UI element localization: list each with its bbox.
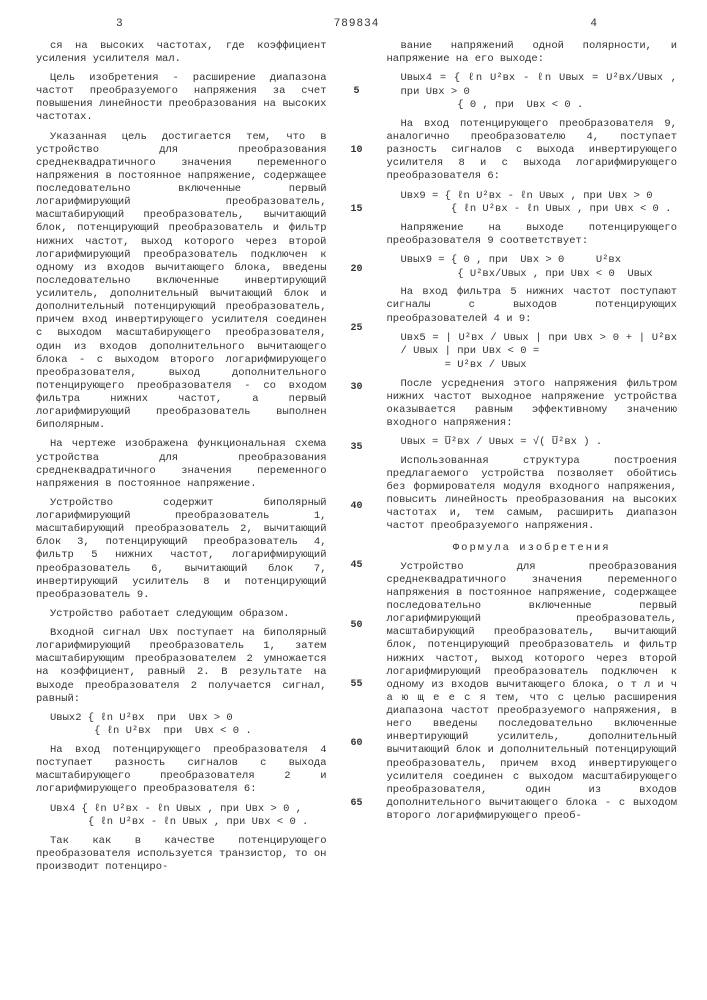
section-heading-formula: Формула изобретения bbox=[387, 542, 678, 555]
para: На вход фильтра 5 нижних частот поступаю… bbox=[387, 286, 678, 325]
line-number: 45 bbox=[350, 560, 362, 573]
column-left: ся на высоких частотах, где коэффициент … bbox=[36, 40, 327, 880]
para: На вход потенцирующего преобразователя 9… bbox=[387, 118, 678, 184]
para: Входной сигнал Uвх поступает на биполярн… bbox=[36, 627, 327, 706]
line-number: 35 bbox=[350, 442, 362, 455]
line-number: 60 bbox=[350, 738, 362, 751]
line-number: 25 bbox=[350, 323, 362, 336]
line-number: 30 bbox=[350, 382, 362, 395]
para: На чертеже изображена функциональная схе… bbox=[36, 438, 327, 491]
line-number: 15 bbox=[350, 204, 362, 217]
para: Устройство содержит биполярный логарифми… bbox=[36, 497, 327, 602]
equation: Uвых4 = { ℓn U²вх - ℓn Uвых = U²вх/Uвых … bbox=[401, 72, 678, 113]
equation: Uвх4 { ℓn U²вх - ℓn Uвых , при Uвх > 0 ,… bbox=[50, 803, 327, 830]
equation: Uвх5 = | U²вх / Uвых | при Uвх > 0 + | U… bbox=[401, 332, 678, 373]
line-number: 55 bbox=[350, 679, 362, 692]
equation: Uвых2 { ℓn U²вх при Uвх > 0 { ℓn U²вх пр… bbox=[50, 712, 327, 739]
para: Использованная структура построения пред… bbox=[387, 455, 678, 534]
document-number: 789834 bbox=[334, 18, 380, 32]
para: Так как в качестве потенцирующего преобр… bbox=[36, 835, 327, 874]
para: Устройство работает следующим образом. bbox=[36, 608, 327, 621]
columns: ся на высоких частотах, где коэффициент … bbox=[36, 40, 677, 880]
para: Устройство для преобразования среднеквад… bbox=[387, 561, 678, 824]
line-number: 20 bbox=[350, 264, 362, 277]
line-number: 50 bbox=[350, 620, 362, 633]
para: Указанная цель достигается тем, что в ус… bbox=[36, 131, 327, 433]
para: Цель изобретения - расширение диапазона … bbox=[36, 72, 327, 125]
para: На вход потенцирующего преобразователя 4… bbox=[36, 744, 327, 797]
page-header: 3 789834 4 bbox=[36, 18, 677, 32]
line-number: 40 bbox=[350, 501, 362, 514]
page-number-left: 3 bbox=[36, 18, 123, 32]
equation: Uвых9 = { 0 , при Uвх > 0 U²вх { U²вх/Uв… bbox=[401, 254, 678, 281]
equation: Uвых = U̅²вх / Uвых = √( U̅²вх ) . bbox=[401, 436, 678, 450]
column-right: вание напряжений одной полярности, и нап… bbox=[387, 40, 678, 880]
line-number: 5 bbox=[353, 86, 359, 99]
line-number-gutter: 5 10 15 20 25 30 35 40 45 50 55 60 65 bbox=[349, 40, 365, 880]
para: После усреднения этого напряжения фильтр… bbox=[387, 378, 678, 431]
para: Напряжение на выходе потенцирующего прео… bbox=[387, 222, 678, 248]
line-number: 65 bbox=[350, 798, 362, 811]
para: вание напряжений одной полярности, и нап… bbox=[387, 40, 678, 66]
equation: Uвх9 = { ℓn U²вх - ℓn Uвых , при Uвх > 0… bbox=[401, 190, 678, 217]
page-number-right: 4 bbox=[590, 18, 677, 32]
para: ся на высоких частотах, где коэффициент … bbox=[36, 40, 327, 66]
line-number: 10 bbox=[350, 145, 362, 158]
